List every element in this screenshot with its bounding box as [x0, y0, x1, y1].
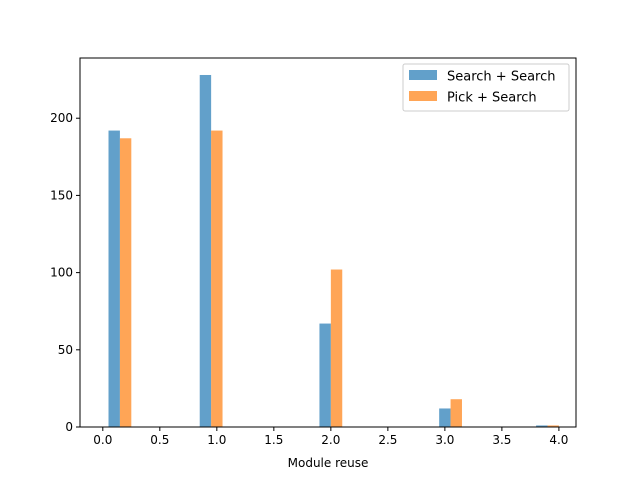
- legend-swatch-search-search: [409, 70, 437, 80]
- x-tick-label: 1.0: [207, 433, 226, 447]
- bar-search-search-1: [199, 74, 212, 427]
- x-tick-label: 2.0: [321, 433, 340, 447]
- y-tick-label: 100: [50, 266, 73, 280]
- bar-pick-search-2: [330, 269, 343, 427]
- bar-pick-search-1: [211, 130, 223, 427]
- x-axis-label: Module reuse: [288, 456, 369, 470]
- bar-pick-search-0: [119, 138, 132, 427]
- legend-label-search-search: Search + Search: [447, 70, 555, 85]
- x-tick-label: 2.5: [378, 433, 397, 447]
- y-tick-label: 200: [50, 111, 73, 125]
- legend: Search + Search Pick + Search: [402, 63, 570, 112]
- x-tick-label: 0.5: [150, 433, 169, 447]
- x-tick-label: 3.0: [435, 433, 454, 447]
- x-tick-label: 4.0: [549, 433, 568, 447]
- y-tick-label: 50: [58, 343, 73, 357]
- legend-label-pick-search: Pick + Search: [447, 91, 537, 106]
- bar-search-search-2: [319, 323, 331, 427]
- bars-layer: [108, 74, 559, 427]
- y-tick-label: 0: [65, 420, 73, 434]
- bar-pick-search-3: [450, 399, 462, 427]
- bar-search-search-4: [536, 425, 548, 427]
- legend-swatch-pick-search: [409, 91, 437, 101]
- y-axis-ticks: 0 50 100 150 200: [50, 111, 80, 434]
- bar-pick-search-4: [547, 425, 559, 427]
- x-tick-label: 1.5: [264, 433, 283, 447]
- y-tick-label: 150: [50, 188, 73, 202]
- x-tick-label: 3.5: [492, 433, 511, 447]
- x-tick-label: 0.0: [93, 433, 112, 447]
- bar-search-search-0: [108, 130, 120, 427]
- x-axis-ticks: 0.0 0.5 1.0 1.5 2.0 2.5 3.0 3.5 4.0: [93, 427, 568, 447]
- plot-frame: [79, 57, 577, 428]
- bar-search-search-3: [439, 408, 451, 427]
- legend-box: [402, 63, 570, 112]
